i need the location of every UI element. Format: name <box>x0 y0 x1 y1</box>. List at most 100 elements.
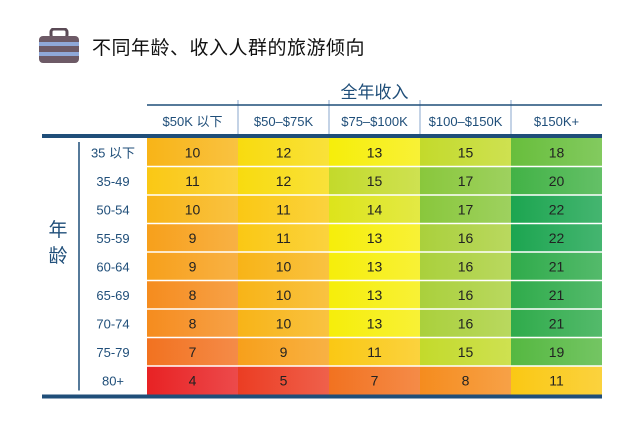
heatmap-cell <box>511 309 602 338</box>
cell-value-label: 16 <box>458 315 474 331</box>
cell-value-label: 8 <box>462 372 470 388</box>
heatmap-cell <box>420 252 511 281</box>
cell-value-label: 10 <box>185 201 201 217</box>
heatmap-cell <box>511 366 602 395</box>
cell-value-label: 14 <box>367 201 383 217</box>
heatmap-cell <box>420 138 511 167</box>
cell-value-label: 15 <box>458 144 474 160</box>
heatmap-cell <box>238 366 329 395</box>
cell-value-label: 11 <box>549 372 564 388</box>
cell-value-label: 22 <box>549 201 565 217</box>
cell-value-label: 18 <box>549 144 565 160</box>
heatmap-cell <box>329 166 420 195</box>
heatmap-cell <box>238 223 329 252</box>
cell-value-label: 21 <box>549 287 565 303</box>
heatmap-cell <box>329 280 420 309</box>
cell-value-label: 19 <box>549 344 565 360</box>
y-tick-label: 55-59 <box>96 231 129 246</box>
cell-value-label: 16 <box>458 230 474 246</box>
cell-value-label: 10 <box>276 258 292 274</box>
heatmap-cell <box>238 309 329 338</box>
heatmap-cell <box>147 223 238 252</box>
y-tick-label: 50-54 <box>96 202 129 217</box>
heatmap-cell <box>420 309 511 338</box>
y-tick-label: 80+ <box>102 373 124 388</box>
x-axis-title: 全年收入 <box>341 83 409 102</box>
heatmap-cell <box>420 366 511 395</box>
y-tick-label: 35 以下 <box>91 145 135 160</box>
x-tick-label: $50K 以下 <box>163 114 223 129</box>
cell-value-label: 8 <box>189 315 197 331</box>
heatmap-cell <box>329 223 420 252</box>
heatmap-cell <box>420 166 511 195</box>
bottom-bar <box>42 394 602 399</box>
cell-value-label: 13 <box>367 144 383 160</box>
heatmap-cell <box>329 138 420 167</box>
heatmap-cell <box>511 166 602 195</box>
heatmap-cell <box>329 337 420 366</box>
cell-value-label: 13 <box>367 287 383 303</box>
cell-value-label: 15 <box>367 173 383 189</box>
cell-value-label: 10 <box>185 144 201 160</box>
heatmap-cell <box>329 309 420 338</box>
cell-value-label: 11 <box>367 344 382 360</box>
header: 不同年龄、收入人群的旅游倾向 <box>38 26 365 66</box>
cell-value-label: 4 <box>189 372 197 388</box>
y-tick-label: 60-64 <box>96 259 129 274</box>
heatmap-cell <box>147 337 238 366</box>
x-tick-label: $150K+ <box>534 114 579 129</box>
cell-value-label: 11 <box>185 173 200 189</box>
heatmap-cell <box>147 366 238 395</box>
heatmap-cell <box>420 337 511 366</box>
cell-value-label: 16 <box>458 258 474 274</box>
cell-value-label: 13 <box>367 258 383 274</box>
x-tick-label: $50–$75K <box>254 114 314 129</box>
cell-value-label: 16 <box>458 287 474 303</box>
heatmap-cell <box>147 280 238 309</box>
cell-value-label: 7 <box>189 344 197 360</box>
cell-value-label: 12 <box>276 173 292 189</box>
cell-value-label: 15 <box>458 344 474 360</box>
cell-value-label: 21 <box>549 315 565 331</box>
y-axis-title-char: 年 <box>48 219 67 241</box>
heatmap-cell <box>238 195 329 224</box>
x-tick-label: $100–$150K <box>429 114 503 129</box>
y-tick-label: 35-49 <box>96 174 129 189</box>
cell-value-label: 21 <box>549 258 565 274</box>
heatmap-cell <box>238 280 329 309</box>
cell-value-label: 11 <box>276 230 291 246</box>
cell-value-label: 13 <box>367 315 383 331</box>
cell-value-label: 10 <box>276 315 292 331</box>
heatmap-cell <box>511 280 602 309</box>
cell-value-label: 8 <box>189 287 197 303</box>
heatmap-cell <box>329 195 420 224</box>
cell-value-label: 7 <box>371 372 379 388</box>
cell-value-label: 9 <box>189 230 197 246</box>
cell-value-label: 11 <box>276 201 291 217</box>
heatmap-cell <box>329 366 420 395</box>
heatmap-cell <box>420 223 511 252</box>
heatmap-cell <box>420 195 511 224</box>
cell-value-label: 22 <box>549 230 565 246</box>
cell-value-label: 12 <box>276 144 292 160</box>
heatmap-cell <box>511 195 602 224</box>
y-tick-label: 75-79 <box>96 345 129 360</box>
cell-value-label: 9 <box>280 344 288 360</box>
heatmap-cell <box>511 252 602 281</box>
cell-value-label: 17 <box>458 201 474 217</box>
heatmap-cell <box>420 280 511 309</box>
chart-title: 不同年龄、收入人群的旅游倾向 <box>92 37 366 59</box>
heatmap-cell <box>147 138 238 167</box>
suitcase-icon <box>38 28 80 64</box>
header-top-bar <box>42 134 602 138</box>
cell-value-label: 9 <box>189 258 197 274</box>
y-tick-label: 65-69 <box>96 288 129 303</box>
heatmap-cell <box>329 252 420 281</box>
heatmap-cell <box>238 138 329 167</box>
x-tick-label: $75–$100K <box>341 114 408 129</box>
y-axis-title-char: 龄 <box>48 245 67 267</box>
heatmap-cell <box>238 166 329 195</box>
cell-value-label: 13 <box>367 230 383 246</box>
heatmap-cell <box>147 166 238 195</box>
